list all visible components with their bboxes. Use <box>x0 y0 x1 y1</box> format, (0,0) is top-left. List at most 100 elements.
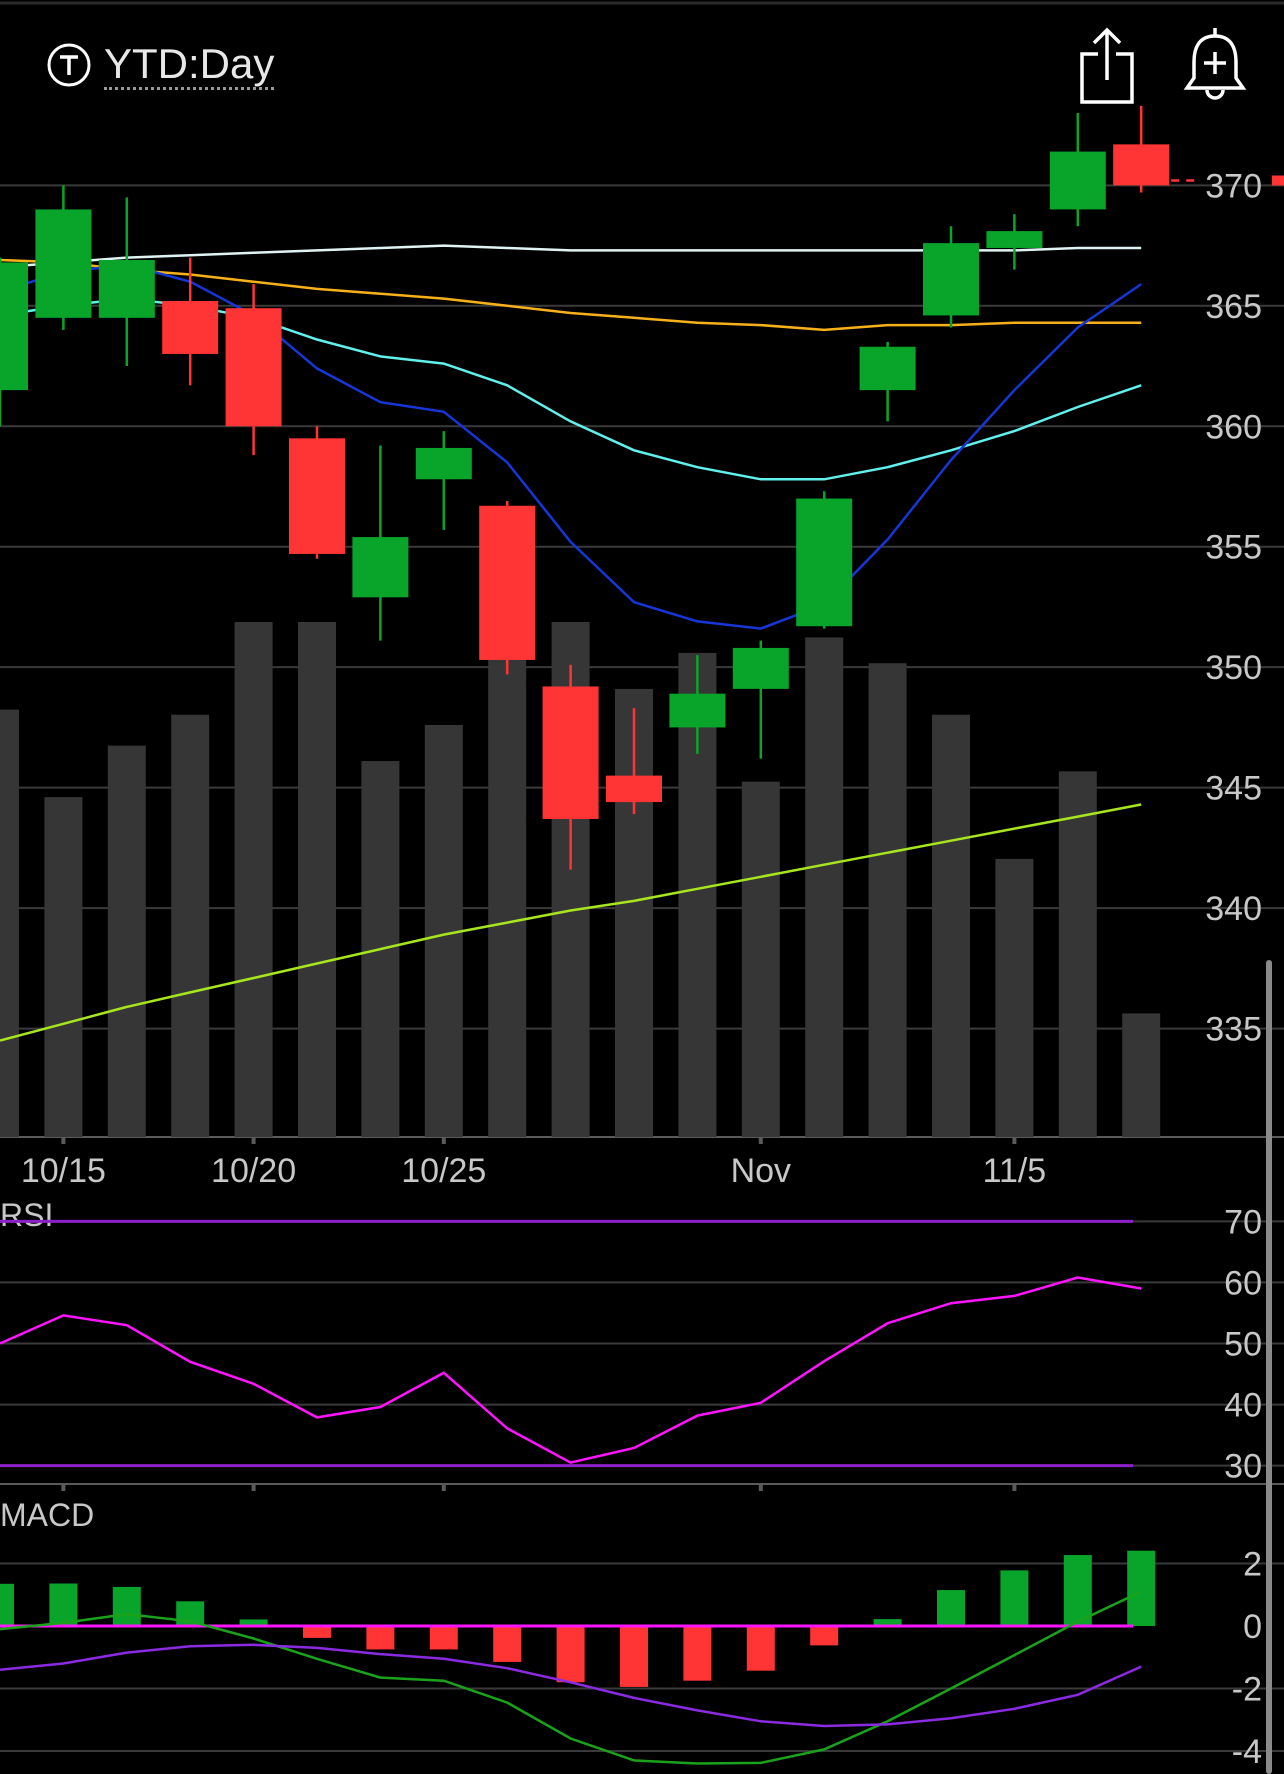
rsi-tick-label: 40 <box>1224 1387 1262 1425</box>
price-tick-label: 360 <box>1205 408 1262 446</box>
volume-bar <box>741 781 780 1137</box>
moving-average-line <box>0 803 1142 1042</box>
macd-panel[interactable]: MACD 2 0 -2 -4 <box>0 1497 1284 1771</box>
candlestick[interactable] <box>542 664 599 870</box>
macd-tick-label: 0 <box>1243 1608 1262 1646</box>
volume-bar <box>1058 771 1097 1137</box>
price-tick-label: 350 <box>1205 649 1262 687</box>
candle-body <box>923 243 979 316</box>
macd-tick-label: 2 <box>1243 1546 1262 1584</box>
candle-body <box>35 209 92 318</box>
macd-histogram-bar[interactable] <box>0 1583 14 1626</box>
last-price-marker <box>1272 175 1284 186</box>
volume-bar <box>805 637 844 1137</box>
candlestick[interactable] <box>986 214 1043 270</box>
macd-histogram-bar[interactable] <box>493 1626 522 1662</box>
price-tick-label: 370 <box>1205 167 1262 205</box>
timeframe-label[interactable]: YTD:Day <box>104 40 275 90</box>
macd-histogram-bar[interactable] <box>810 1626 839 1646</box>
volume-bar <box>171 714 210 1137</box>
macd-line <box>0 1590 1142 1765</box>
rsi-title: RSI <box>0 1197 53 1233</box>
macd-histogram-bar[interactable] <box>112 1586 141 1626</box>
macd-histogram-bar[interactable] <box>873 1619 902 1626</box>
candlestick[interactable] <box>225 284 282 456</box>
price-tick-label: 335 <box>1205 1011 1262 1049</box>
candle-body <box>415 447 472 480</box>
candlestick[interactable] <box>1049 113 1106 227</box>
macd-histogram-bar[interactable] <box>429 1626 458 1650</box>
candlestick[interactable] <box>859 341 916 422</box>
macd-histogram-bar[interactable] <box>746 1626 775 1671</box>
rsi-tick-label: 50 <box>1224 1326 1262 1364</box>
price-tick-label: 365 <box>1205 288 1262 326</box>
candlestick[interactable] <box>669 655 726 754</box>
date-tick-label: 10/15 <box>21 1152 106 1190</box>
candle-body <box>289 438 345 554</box>
candlesticks[interactable] <box>0 105 1284 870</box>
date-tick-label: 11/5 <box>983 1152 1047 1190</box>
volume-bar <box>932 714 970 1137</box>
volume-bar <box>298 622 336 1137</box>
volume-bar <box>0 709 19 1137</box>
candlestick[interactable] <box>98 197 155 367</box>
macd-signal-line <box>0 1643 1142 1728</box>
candle-body <box>859 346 916 391</box>
volume-bar <box>107 745 146 1137</box>
candle-body <box>542 686 599 819</box>
volume-bar <box>44 797 83 1137</box>
macd-histogram-bar[interactable] <box>556 1626 585 1683</box>
candle-body <box>986 231 1043 248</box>
macd-histogram-bar[interactable] <box>683 1626 712 1681</box>
timeframe-selector[interactable]: YTD:Day <box>46 40 275 90</box>
rsi-line <box>0 1276 1142 1464</box>
macd-histogram-bar[interactable] <box>1127 1550 1156 1626</box>
candlestick[interactable] <box>352 445 409 641</box>
candlestick[interactable] <box>162 257 219 386</box>
t-circle-icon <box>47 43 91 87</box>
macd-title: MACD <box>0 1497 94 1533</box>
price-tick-label: 345 <box>1205 770 1262 808</box>
candlestick[interactable] <box>35 185 92 330</box>
macd-histogram-bar[interactable] <box>303 1626 331 1638</box>
macd-histogram-bar[interactable] <box>366 1626 395 1650</box>
candle-body <box>225 308 282 427</box>
candlestick[interactable] <box>1113 105 1170 193</box>
share-icon[interactable] <box>1078 24 1136 106</box>
bell-plus-icon[interactable] <box>1182 24 1248 106</box>
volume-bar <box>488 622 527 1137</box>
rsi-tick-label: 30 <box>1224 1448 1262 1486</box>
chart-header: YTD:Day <box>0 0 1284 110</box>
price-tick-label: 340 <box>1205 890 1262 928</box>
macd-histogram-bar[interactable] <box>1000 1570 1029 1626</box>
candle-body <box>1113 144 1170 186</box>
candlestick[interactable] <box>415 431 472 530</box>
candlestick[interactable] <box>923 226 979 328</box>
candlestick[interactable] <box>0 257 28 427</box>
candle-body <box>796 498 853 627</box>
candlestick[interactable] <box>479 500 536 675</box>
volume-bar <box>868 663 907 1137</box>
price-axis: 370 365 360 355 350 345 340 335 <box>1205 167 1262 1048</box>
rsi-tick-label: 70 <box>1224 1203 1262 1241</box>
candle-body <box>669 693 726 728</box>
macd-histogram-bar[interactable] <box>1063 1555 1092 1626</box>
price-tick-label: 355 <box>1205 529 1262 567</box>
candle-body <box>0 262 28 391</box>
macd-histogram-bar[interactable] <box>937 1590 965 1626</box>
candlestick[interactable] <box>606 708 662 815</box>
candlestick[interactable] <box>796 491 853 629</box>
candlestick[interactable] <box>732 640 789 759</box>
candle-body <box>98 260 155 318</box>
candle-body <box>162 300 219 354</box>
macd-histogram-bar[interactable] <box>49 1583 78 1627</box>
macd-histogram-bar[interactable] <box>620 1626 648 1687</box>
date-axis: 10/15 10/20 10/25 Nov 11/5 <box>21 1137 1046 1491</box>
macd-histogram-bar[interactable] <box>239 1619 268 1626</box>
candle-body <box>479 505 536 660</box>
vertical-scrollbar[interactable] <box>1266 960 1272 1774</box>
candlestick[interactable] <box>289 426 345 559</box>
volume-bar <box>995 858 1034 1137</box>
rsi-panel[interactable]: RSI 70 60 50 40 30 <box>0 1197 1284 1486</box>
